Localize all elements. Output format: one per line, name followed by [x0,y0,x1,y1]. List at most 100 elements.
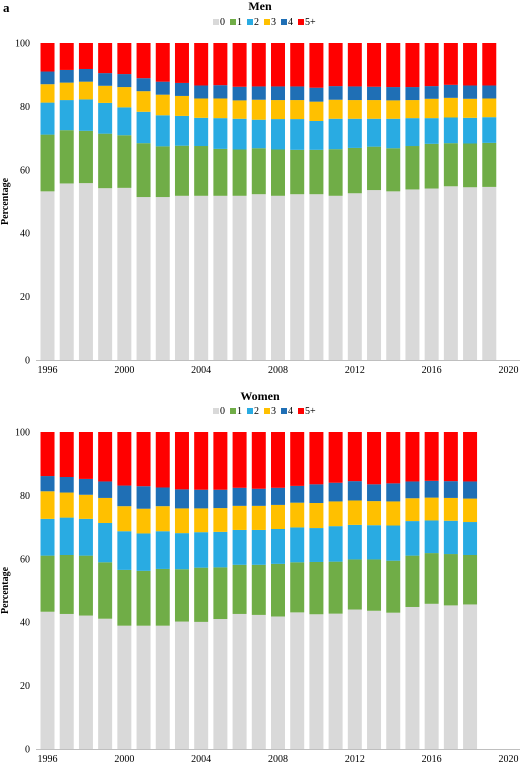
bar-segment [232,529,247,565]
bar-segment [367,432,382,485]
bar-segment [213,118,228,149]
bar-segment [174,508,189,534]
bar-segment [251,488,266,506]
y-tick-label: 0 [25,745,30,756]
bar-segment [367,43,382,87]
bar-segment [117,531,132,570]
bar-segment [117,43,132,75]
bar-segment [443,432,458,482]
chart-men: Men 0 1 2 3 4 5+ Percentage 0 20 40 60 80 100 1996 2000… [0,0,520,376]
bar-segment [386,560,401,613]
bar-segment [309,503,324,529]
bar-segment [40,432,55,477]
bar-segment [386,525,401,561]
x-tick-label: 2016 [422,365,442,376]
bar-segment [271,529,285,564]
bar-segment [213,531,228,568]
bar-segment [463,432,478,482]
bar-segment [290,562,305,613]
bar-segment [59,517,74,555]
bar-segment [174,82,189,96]
bar-segment [59,69,74,83]
bar-segment [59,477,74,493]
legend-label: 5+ [305,17,316,28]
bar-segment [367,525,382,560]
bar-segment [194,98,209,118]
bar-segment [405,432,420,482]
bar-segment [194,489,209,509]
bar-segment [59,555,74,614]
bar-segment [463,187,478,360]
y-tick-label: 40 [20,618,30,629]
legend-swatch-3 [264,19,270,25]
bar-segment [98,618,113,749]
bar-segment [59,82,74,101]
bar-segment [117,74,132,88]
bar-segment [443,554,458,606]
bar-segment [40,491,55,519]
bar-segment [347,43,362,87]
chart-title: Women [240,389,280,403]
bar-segment [213,43,228,86]
bar-segment [117,135,132,188]
bar-segment [328,99,343,119]
bar-segment [78,99,93,131]
bar-segment [405,100,420,119]
bar-segment [367,484,382,502]
bar-segment [136,91,151,112]
bar-segment [271,100,285,120]
x-tick-label: 2008 [268,365,288,376]
bar-segment [40,555,55,612]
bar-segment [174,533,189,570]
bar-segment [405,87,420,101]
bar-segment [194,621,209,749]
x-tick-label: 2008 [268,754,288,765]
bar-segment [328,195,343,360]
bar-segment [367,559,382,611]
bar-segment [194,117,209,147]
y-tick-label: 0 [25,356,30,367]
bar-segment [174,432,189,490]
bar-segment [367,190,382,360]
y-tick-label: 80 [20,491,30,502]
x-tick-label: 2000 [114,365,134,376]
legend-label: 0 [220,17,225,28]
bar-segment [290,502,305,528]
bar-segment [328,43,343,87]
bar-segment [463,85,478,99]
legend-label: 5+ [305,406,316,417]
x-tick-label: 1996 [38,365,58,376]
bar-segment [174,489,189,509]
bar-segment [405,606,420,749]
bar-segment [155,115,170,147]
bar-segment [98,73,113,86]
bar-segment [309,614,324,749]
bar-segment [463,43,478,86]
bar-segment [347,100,362,119]
legend-swatch-1 [230,408,236,414]
bar-segment [328,432,343,483]
bar-segment [386,100,401,119]
bar-segment [386,148,401,192]
bar-segment [424,553,439,604]
x-tick-label: 2004 [191,754,211,765]
bar-segment [271,432,285,488]
bar-segment [40,191,55,360]
bar-segment [98,497,113,523]
bar-segment [59,432,74,478]
y-tick-label: 20 [20,292,30,303]
bar-segment [424,118,439,144]
bar-segment [482,117,497,143]
bar-segment [424,520,439,554]
x-tick-label: 2000 [114,754,134,765]
bar-segment [78,518,93,556]
bar-segment [482,43,497,86]
bar-segment [98,102,113,134]
bar-segment [347,500,362,525]
bar-segment [98,188,113,360]
bar-segment [367,100,382,119]
bar-segment [155,81,170,95]
bar-segment [174,621,189,749]
bar-segment [98,133,113,189]
bar-segment [117,625,132,749]
